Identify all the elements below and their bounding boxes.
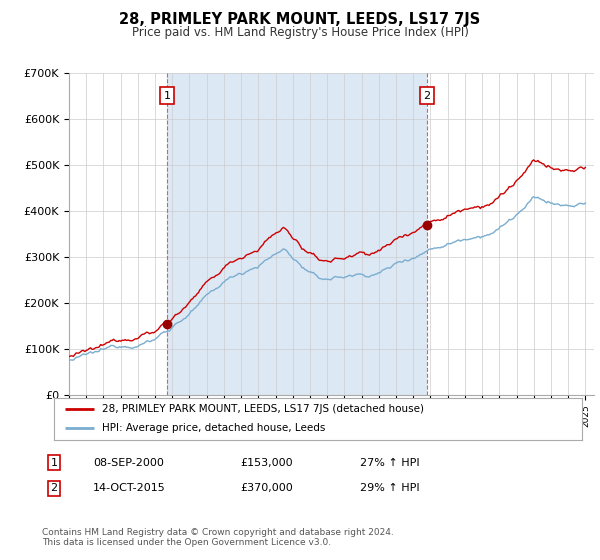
Text: 2: 2 [50,483,58,493]
Text: Price paid vs. HM Land Registry's House Price Index (HPI): Price paid vs. HM Land Registry's House … [131,26,469,39]
Text: 1: 1 [163,91,170,101]
Bar [167,73,427,395]
Text: 2: 2 [423,91,430,101]
Text: 1: 1 [50,458,58,468]
Text: £153,000: £153,000 [240,458,293,468]
Text: 14-OCT-2015: 14-OCT-2015 [93,483,166,493]
Text: 08-SEP-2000: 08-SEP-2000 [93,458,164,468]
Text: £370,000: £370,000 [240,483,293,493]
Text: HPI: Average price, detached house, Leeds: HPI: Average price, detached house, Leed… [101,423,325,433]
Text: 28, PRIMLEY PARK MOUNT, LEEDS, LS17 7JS: 28, PRIMLEY PARK MOUNT, LEEDS, LS17 7JS [119,12,481,27]
Text: 27% ↑ HPI: 27% ↑ HPI [360,458,419,468]
Text: 28, PRIMLEY PARK MOUNT, LEEDS, LS17 7JS (detached house): 28, PRIMLEY PARK MOUNT, LEEDS, LS17 7JS … [101,404,424,414]
Text: 29% ↑ HPI: 29% ↑ HPI [360,483,419,493]
Text: Contains HM Land Registry data © Crown copyright and database right 2024.
This d: Contains HM Land Registry data © Crown c… [42,528,394,547]
